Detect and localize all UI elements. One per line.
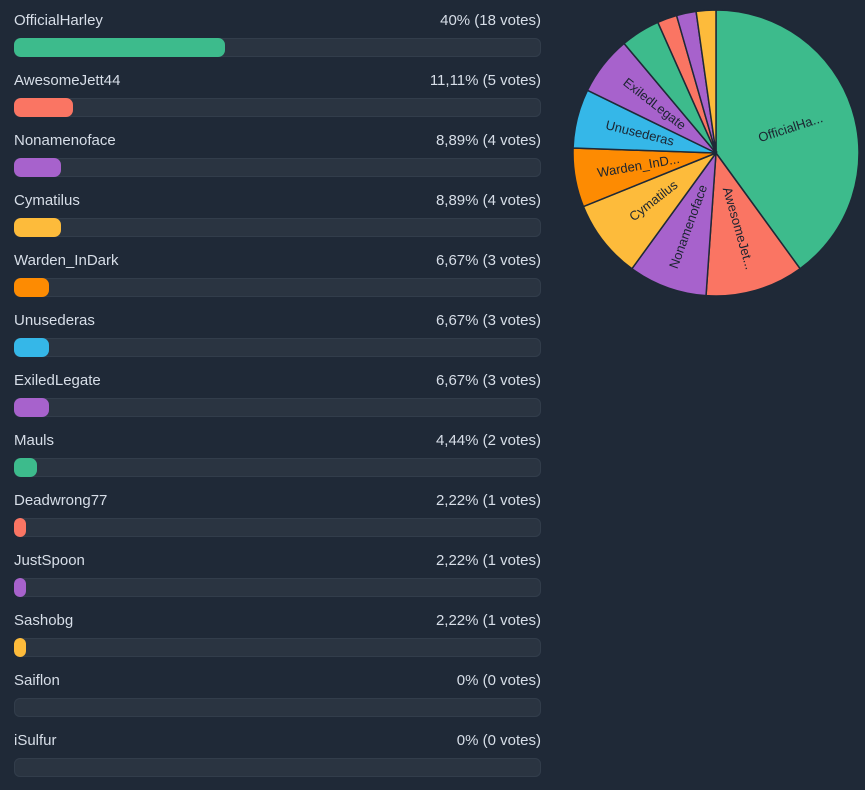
poll-row: OfficialHarley 40% (18 votes) [14, 0, 541, 60]
poll-row: Deadwrong77 2,22% (1 votes) [14, 480, 541, 540]
pie-slice [695, 9, 717, 154]
progress-fill [14, 98, 73, 117]
poll-row: Cymatilus 8,89% (4 votes) [14, 180, 541, 240]
poll-row: AwesomeJett44 11,11% (5 votes) [14, 60, 541, 120]
progress-track [14, 758, 541, 777]
progress-track [14, 398, 541, 417]
progress-fill [14, 38, 225, 57]
progress-fill [14, 158, 61, 177]
poll-row: Unusederas 6,67% (3 votes) [14, 300, 541, 360]
progress-track [14, 158, 541, 177]
progress-track [14, 638, 541, 657]
option-percent-label: 11,11% (5 votes) [429, 72, 541, 89]
poll-row: Nonamenoface 8,89% (4 votes) [14, 120, 541, 180]
poll-row: Sashobg 2,22% (1 votes) [14, 600, 541, 660]
progress-fill [14, 338, 50, 357]
option-percent-label: 2,22% (1 votes) [435, 552, 541, 569]
progress-fill [14, 458, 38, 477]
option-percent-label: 2,22% (1 votes) [435, 612, 541, 629]
progress-track [14, 698, 541, 717]
poll-row: JustSpoon 2,22% (1 votes) [14, 540, 541, 600]
option-name: Warden_InDark [14, 252, 119, 269]
pie-chart-svg: OfficialHa...AwesomeJet...NonamenofaceCy… [572, 9, 860, 297]
progress-track [14, 98, 541, 117]
option-percent-label: 6,67% (3 votes) [435, 372, 541, 389]
option-name: Cymatilus [14, 192, 80, 209]
option-name: AwesomeJett44 [14, 72, 121, 89]
progress-fill [14, 218, 61, 237]
pie-slice [582, 151, 719, 270]
pie-slice [715, 9, 860, 270]
poll-row: iSulfur 0% (0 votes) [14, 720, 541, 780]
option-name: iSulfur [14, 732, 57, 749]
option-name: ExiledLegate [14, 372, 101, 389]
progress-track [14, 278, 541, 297]
option-percent-label: 6,67% (3 votes) [435, 312, 541, 329]
option-percent-label: 4,44% (2 votes) [435, 432, 541, 449]
option-name: Sashobg [14, 612, 74, 629]
progress-track [14, 338, 541, 357]
option-percent-label: 8,89% (4 votes) [435, 192, 541, 209]
option-percent-label: 6,67% (3 votes) [435, 252, 541, 269]
poll-row: Warden_InDark 6,67% (3 votes) [14, 240, 541, 300]
option-name: Nonamenoface [14, 132, 116, 149]
option-percent-label: 40% (18 votes) [440, 12, 541, 29]
progress-fill [14, 398, 50, 417]
progress-track [14, 38, 541, 57]
poll-results-list: OfficialHarley 40% (18 votes) AwesomeJett4… [14, 0, 541, 780]
option-percent-label: 0% (0 votes) [456, 672, 541, 689]
option-name: OfficialHarley [14, 12, 103, 29]
progress-track [14, 518, 541, 537]
option-percent-label: 2,22% (1 votes) [435, 492, 541, 509]
pie-slice [630, 150, 717, 297]
progress-track [14, 218, 541, 237]
pie-chart: OfficialHa... AwesomeJet... Nonamenoface Cy… [565, 2, 865, 302]
progress-fill [14, 578, 26, 597]
progress-fill [14, 278, 50, 297]
poll-row: Mauls 4,44% (2 votes) [14, 420, 541, 480]
option-percent-label: 0% (0 votes) [456, 732, 541, 749]
progress-track [14, 578, 541, 597]
progress-track [14, 458, 541, 477]
pie-slice [705, 150, 802, 297]
option-name: JustSpoon [14, 552, 85, 569]
option-name: Saiflon [14, 672, 60, 689]
option-percent-label: 8,89% (4 votes) [435, 132, 541, 149]
option-name: Unusederas [14, 312, 95, 329]
progress-fill [14, 518, 26, 537]
poll-row: Saiflon 0% (0 votes) [14, 660, 541, 720]
progress-fill [14, 638, 26, 657]
option-name: Mauls [14, 432, 55, 449]
poll-row: ExiledLegate 6,67% (3 votes) [14, 360, 541, 420]
option-name: Deadwrong77 [14, 492, 108, 509]
